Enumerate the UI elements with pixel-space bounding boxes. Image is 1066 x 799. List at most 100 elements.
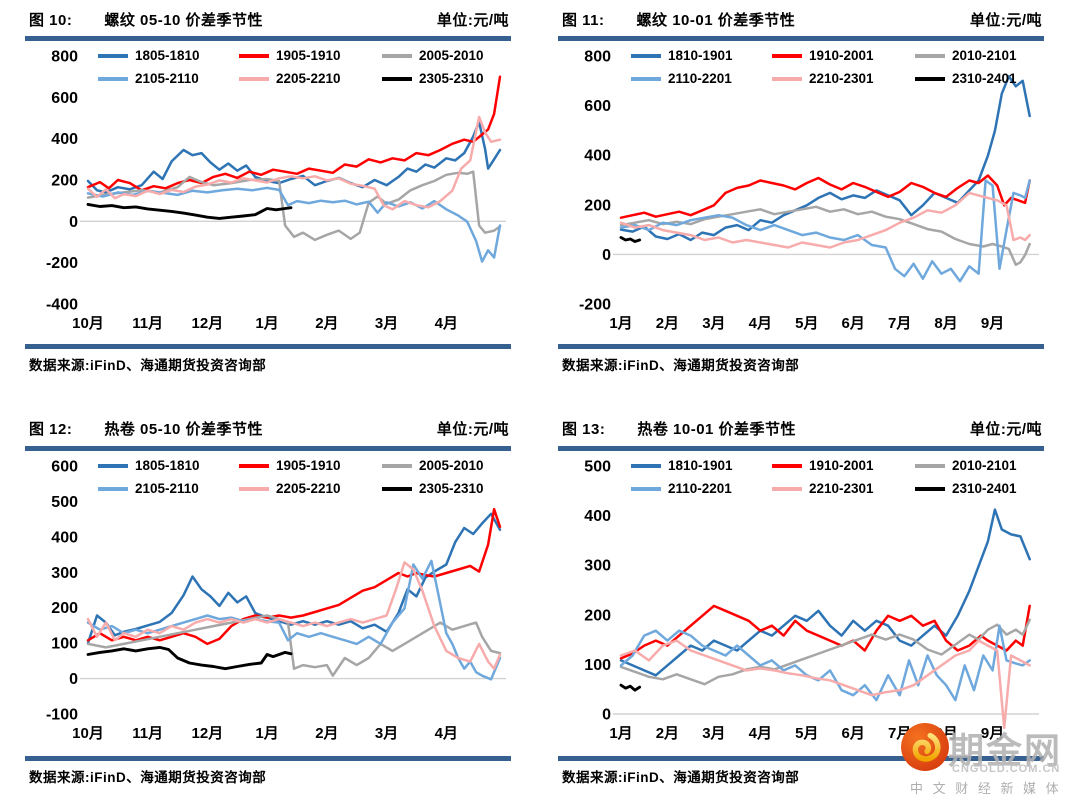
series-line-1810-1901: [619, 75, 1031, 242]
chart-10-legend: 1805-1810 1905-1910 2005-2010 2105-2110 2205…: [98, 48, 525, 86]
legend-item-1905-1910: 1905-1910: [239, 458, 382, 473]
header-rule: [25, 446, 511, 451]
series-line-1910-2001: [619, 174, 1031, 219]
legend-label: 1910-2001: [809, 458, 874, 473]
x-axis-tick-label: 7月: [888, 315, 911, 332]
legend-label: 2005-2010: [419, 48, 484, 63]
legend-label: 2205-2210: [276, 481, 341, 496]
footer-rule: [558, 344, 1044, 349]
legend-swatch: [239, 486, 269, 491]
series-line-2310-2401: [619, 683, 642, 692]
x-axis-tick-label: 2月: [656, 315, 679, 332]
legend-swatch: [631, 76, 661, 81]
legend-swatch: [382, 53, 412, 58]
chart-11-legend: 1810-1901 1910-2001 2010-2101 2110-2201 2210…: [631, 48, 1058, 86]
legend-swatch: [239, 463, 269, 468]
series-line-1905-1910: [86, 75, 502, 192]
x-axis-tick-label: 10月: [72, 725, 104, 742]
figure-10-header: 图 10: 螺纹 05-10 价差季节性 单位:元/吨: [29, 9, 509, 30]
legend-item-2305-2310: 2305-2310: [382, 71, 525, 86]
x-axis-tick-label: 2月: [315, 315, 338, 332]
series-line-2210-2301: [619, 191, 1031, 249]
unit-label: 单位:元/吨: [969, 12, 1042, 29]
legend-swatch: [772, 486, 802, 491]
footer-rule: [25, 756, 511, 761]
legend-label: 2105-2110: [135, 71, 199, 86]
legend-swatch: [915, 486, 945, 491]
legend-label: 2310-2401: [952, 481, 1017, 496]
x-axis-tick-label: 9月: [981, 725, 1004, 742]
y-axis-tick-label: 0: [602, 247, 611, 264]
figure-11-header: 图 11: 螺纹 10-01 价差季节性 单位:元/吨: [562, 9, 1042, 30]
y-axis-tick-label: 400: [584, 148, 611, 165]
figure-title: 热卷 05-10 价差季节性: [104, 421, 264, 438]
y-axis-tick-label: 600: [584, 98, 611, 115]
y-axis-tick-label: -200: [579, 297, 611, 314]
legend-label: 2105-2110: [135, 481, 199, 496]
legend-label: 2210-2301: [809, 71, 874, 86]
series-line-2310-2401: [619, 236, 642, 243]
x-axis-tick-label: 1月: [609, 725, 632, 742]
y-axis-tick-label: 0: [69, 214, 78, 231]
y-axis-tick-label: -200: [46, 255, 78, 272]
x-axis-tick-label: 3月: [702, 725, 725, 742]
legend-label: 1805-1810: [135, 458, 200, 473]
legend-item-2210-2301: 2210-2301: [772, 71, 915, 86]
footer-rule: [558, 756, 1044, 761]
legend-swatch: [98, 76, 128, 81]
legend-item-2005-2010: 2005-2010: [382, 48, 525, 63]
x-axis-tick-label: 11月: [132, 315, 163, 332]
x-axis-tick-label: 10月: [72, 315, 104, 332]
x-axis-tick-label: 8月: [934, 725, 957, 742]
series-line-2110-2201: [619, 179, 1031, 283]
y-axis-tick-label: 200: [584, 607, 611, 624]
x-axis-tick-label: 1月: [255, 725, 278, 742]
legend-swatch: [98, 53, 128, 58]
data-source-note: 数据来源:iFinD、海通期货投资咨询部: [29, 358, 267, 373]
legend-item-2310-2401: 2310-2401: [915, 481, 1058, 496]
legend-label: 1905-1910: [276, 458, 341, 473]
x-axis-tick-label: 6月: [842, 725, 865, 742]
figure-10: 图 10: 螺纹 05-10 价差季节性 单位:元/吨 800 600 400 200…: [0, 0, 533, 400]
x-axis-tick-label: 12月: [192, 315, 224, 332]
legend-item-2205-2210: 2205-2210: [239, 71, 382, 86]
y-axis-tick-label: 200: [51, 173, 78, 190]
legend-item-2105-2110: 2105-2110: [98, 481, 239, 496]
figure-label: 图 13:: [562, 421, 606, 438]
figure-12: 图 12: 热卷 05-10 价差季节性 单位:元/吨 600 500 400 300…: [0, 400, 533, 799]
y-axis-tick-label: 400: [51, 131, 78, 148]
legend-item-2110-2201: 2110-2201: [631, 71, 772, 86]
series-line-1810-1901: [619, 508, 1031, 677]
legend-swatch: [382, 486, 412, 491]
series-line-2010-2101: [619, 618, 1031, 686]
x-axis-tick-label: 1月: [609, 315, 632, 332]
y-axis-tick-label: 400: [51, 529, 78, 546]
figure-title: 螺纹 05-10 价差季节性: [104, 12, 264, 29]
series-line-1805-1810: [86, 512, 502, 645]
series-line-2205-2210: [86, 561, 502, 670]
series-line-2210-2301: [619, 639, 1031, 730]
y-axis-tick-label: 300: [51, 565, 78, 582]
legend-item-2305-2310: 2305-2310: [382, 481, 525, 496]
figure-13-header: 图 13: 热卷 10-01 价差季节性 单位:元/吨: [562, 418, 1042, 439]
series-line-2005-2010: [86, 614, 502, 677]
x-axis-tick-label: 1月: [255, 315, 278, 332]
y-axis-tick-label: 200: [584, 197, 611, 214]
x-axis-tick-label: 12月: [192, 725, 224, 742]
figure-title: 热卷 10-01 价差季节性: [637, 421, 797, 438]
legend-swatch: [772, 76, 802, 81]
legend-item-2105-2110: 2105-2110: [98, 71, 239, 86]
chart-12-legend: 1805-1810 1905-1910 2005-2010 2105-2110 2205…: [98, 458, 525, 496]
legend-swatch: [915, 53, 945, 58]
x-axis-tick-label: 7月: [888, 725, 911, 742]
legend-label: 2310-2401: [952, 71, 1017, 86]
figure-title: 螺纹 10-01 价差季节性: [636, 12, 796, 29]
legend-swatch: [915, 76, 945, 81]
unit-label: 单位:元/吨: [969, 421, 1042, 438]
unit-label: 单位:元/吨: [436, 12, 509, 29]
chart-13-plot: 500 400 300 200 100 01月 2月 3月 4月 5月 6月 7月 8月 9月: [584, 459, 1039, 742]
legend-label: 1810-1901: [668, 458, 733, 473]
